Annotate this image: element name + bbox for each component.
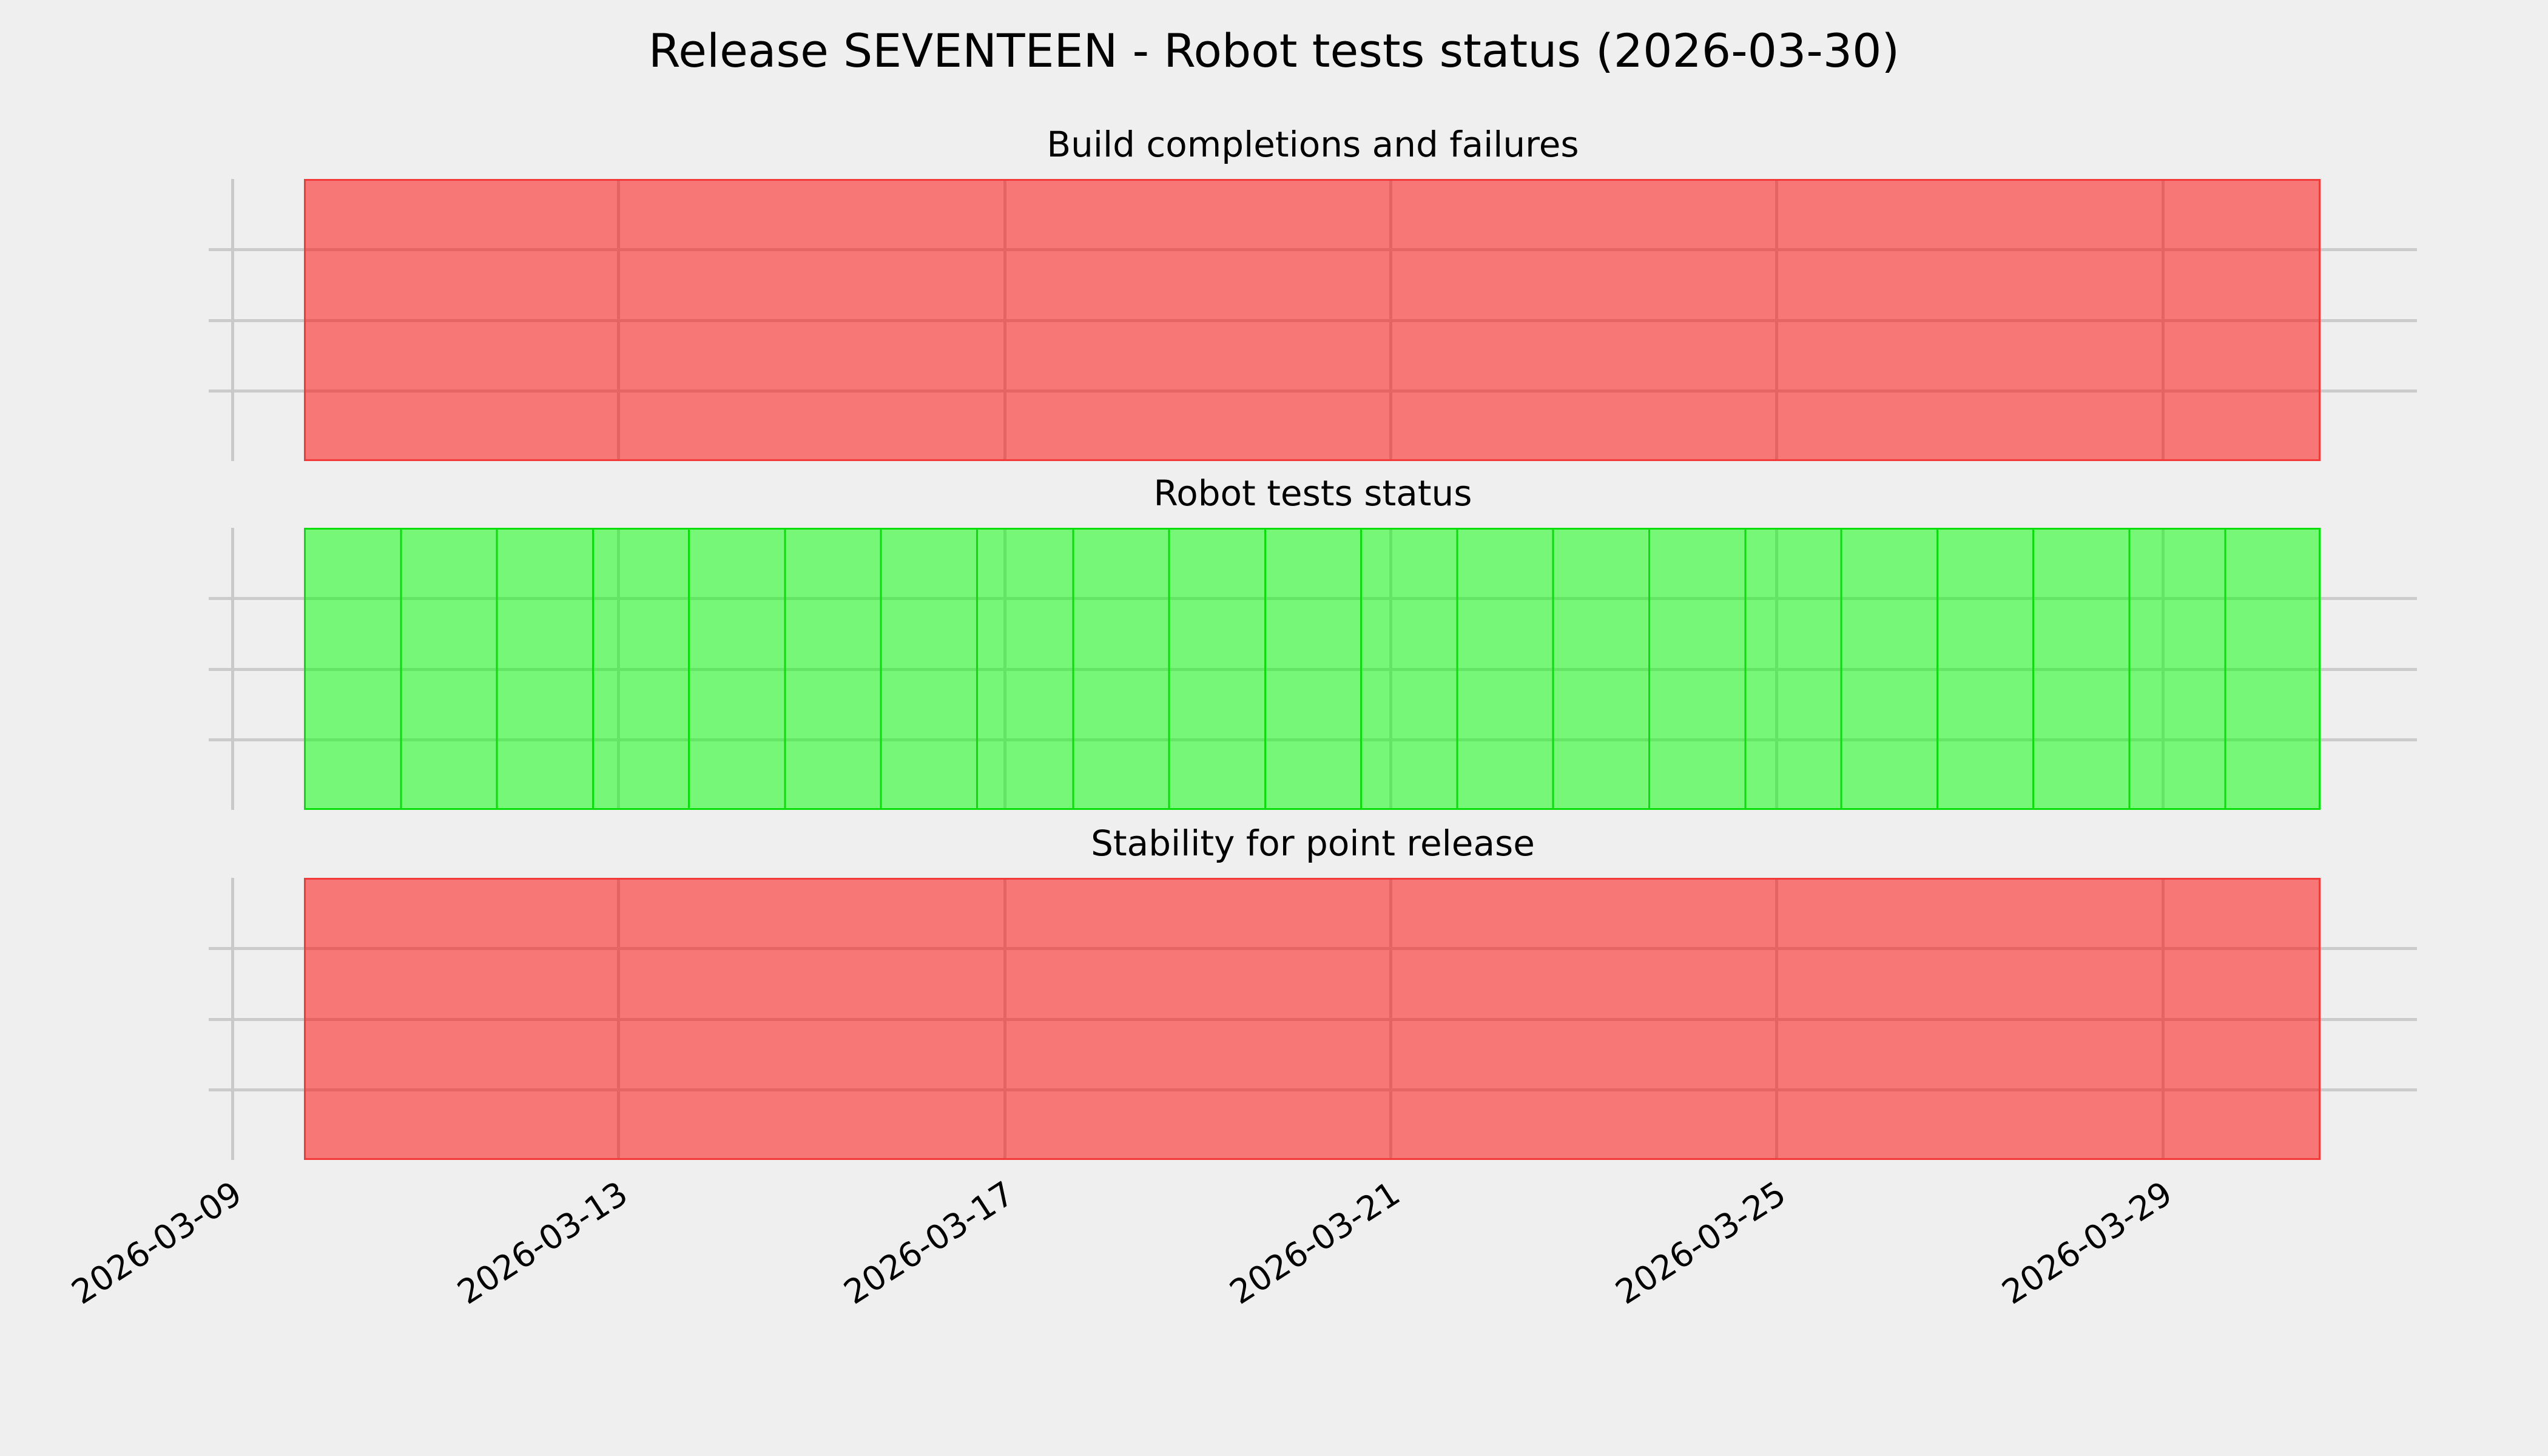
x-gridline [231,179,234,461]
status-bar-pass [304,528,2320,810]
figure-title: Release SEVENTEEN - Robot tests status (… [648,24,1900,78]
x-tick-label: 2026-03-25 [1608,1173,1793,1312]
x-tick-label: 2026-03-09 [64,1173,249,1312]
x-tick-label: 2026-03-29 [1995,1173,2179,1312]
subplot-title-robot-tests: Robot tests status [1153,473,1472,514]
x-gridline [231,528,234,810]
axes-robot-tests [209,528,2417,810]
status-bar-fail [304,878,2320,1160]
subplot-title-stability: Stability for point release [1091,823,1535,864]
axes-stability [209,878,2417,1160]
x-tick-label: 2026-03-21 [1222,1173,1407,1312]
status-bar-fail [304,179,2320,461]
x-tick-label: 2026-03-17 [837,1173,1021,1312]
subplot-title-build-completions: Build completions and failures [1046,124,1579,165]
x-tick-label: 2026-03-13 [451,1173,635,1312]
axes-build-completions [209,179,2417,461]
x-gridline [231,878,234,1160]
